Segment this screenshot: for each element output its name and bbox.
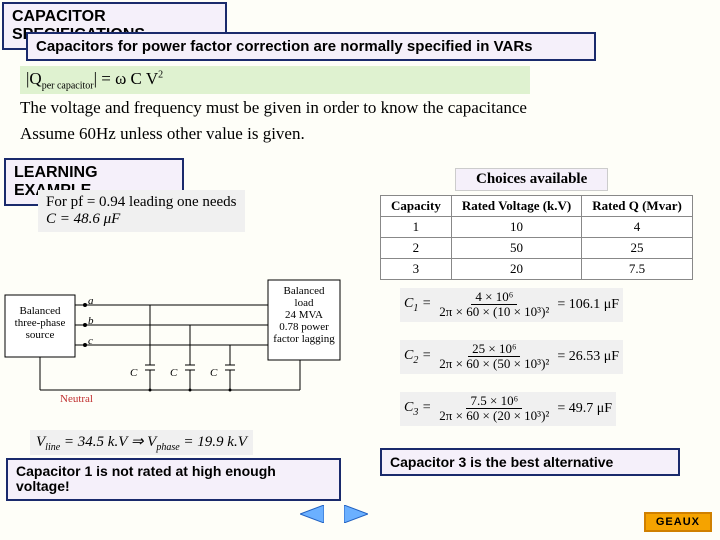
- c3-equation: C3 = 7.5 × 10⁶2π × 60 × (20 × 10³)² = 49…: [400, 392, 616, 426]
- q-rhs: | = ω C V: [94, 69, 159, 88]
- q-lhs: |Q: [26, 69, 42, 88]
- table-row: 1104: [381, 217, 693, 238]
- warning-box: Capacitor 1 is not rated at high enough …: [6, 458, 341, 501]
- info-line-2: Assume 60Hz unless other value is given.: [20, 124, 305, 144]
- vline-equation: Vline = 34.5 k.V ⇒ Vphase = 19.9 k.V: [30, 430, 253, 455]
- choices-label: Choices available: [455, 168, 608, 191]
- cap-c3: C: [210, 367, 217, 379]
- subheader-box: Capacitors for power factor correction a…: [26, 32, 596, 61]
- cap-c2: C: [170, 367, 177, 379]
- nav-buttons: [300, 505, 368, 523]
- table-row: 25025: [381, 238, 693, 259]
- phase-a: a: [88, 295, 94, 307]
- circuit-diagram: Balanced three-phase source Balanced loa…: [0, 275, 345, 425]
- table-header-row: Capacity Rated Voltage (k.V) Rated Q (Mv…: [381, 196, 693, 217]
- best-choice-box: Capacitor 3 is the best alternative: [380, 448, 680, 476]
- next-button[interactable]: [344, 505, 368, 523]
- subheader-text: Capacitors for power factor correction a…: [36, 38, 533, 55]
- col-q: Rated Q (Mvar): [582, 196, 693, 217]
- neutral-label: Neutral: [60, 393, 93, 405]
- phase-c: c: [88, 335, 93, 347]
- phase-b: b: [88, 315, 94, 327]
- load-label: Balanced load 24 MVA 0.78 power factor l…: [270, 285, 338, 345]
- q-sub: per capacitor: [42, 80, 94, 91]
- col-voltage: Rated Voltage (k.V): [451, 196, 581, 217]
- c1-equation: C1 = 4 × 10⁶2π × 60 × (10 × 10³)² = 106.…: [400, 288, 623, 322]
- cap-c1: C: [130, 367, 137, 379]
- capacitor-table: Capacity Rated Voltage (k.V) Rated Q (Mv…: [380, 195, 693, 280]
- info-line-1: The voltage and frequency must be given …: [20, 98, 527, 118]
- source-label: Balanced three-phase source: [10, 305, 70, 341]
- col-capacity: Capacity: [381, 196, 452, 217]
- geaux-badge[interactable]: GEAUX: [644, 512, 712, 532]
- q-exp: 2: [158, 69, 163, 80]
- pf-block: For pf = 0.94 leading one needs C = 48.6…: [38, 190, 245, 232]
- prev-button[interactable]: [300, 505, 324, 523]
- pf-line: For pf = 0.94 leading one needs: [46, 194, 237, 211]
- c-eq: C = 48.6 μF: [46, 211, 237, 228]
- q-equation: |Qper capacitor| = ω C V2: [20, 66, 530, 94]
- table-row: 3207.5: [381, 259, 693, 280]
- c2-equation: C2 = 25 × 10⁶2π × 60 × (50 × 10³)² = 26.…: [400, 340, 623, 374]
